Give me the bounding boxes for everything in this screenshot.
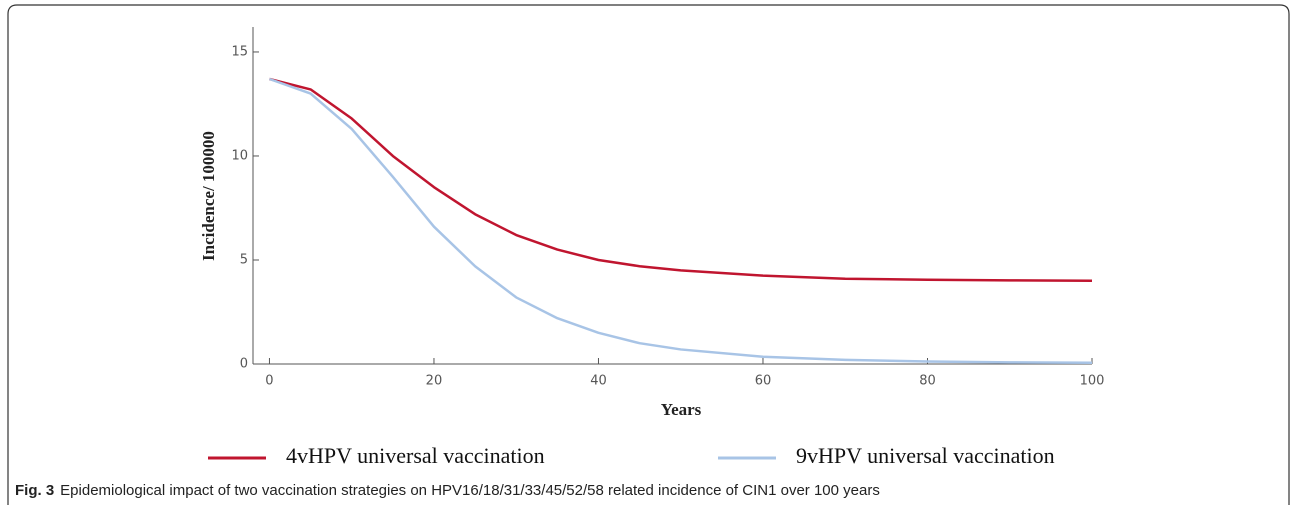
legend-label: 9vHPV universal vaccination — [796, 443, 1055, 468]
series-line — [269, 77, 1093, 365]
legend-label: 4vHPV universal vaccination — [286, 443, 545, 468]
y-tick-label: 10 — [231, 148, 248, 163]
x-axis-label: Years — [661, 400, 702, 419]
caption: Fig. 3 Epidemiological impact of two vacc… — [15, 482, 880, 499]
x-tick-label: 80 — [919, 374, 936, 389]
caption-label: Fig. 3 — [15, 482, 54, 499]
series-line — [269, 77, 1093, 283]
x-tick-label: 40 — [590, 374, 607, 389]
caption-text: Epidemiological impact of two vaccinatio… — [60, 482, 880, 499]
y-tick-label: 5 — [240, 252, 248, 267]
x-tick-label: 0 — [265, 374, 273, 389]
x-tick-label: 20 — [426, 374, 443, 389]
frame — [7, 4, 1290, 505]
y-tick-label: 15 — [231, 44, 248, 59]
y-tick-label: 0 — [240, 357, 248, 372]
y-axis-label: Incidence/ 100000 — [199, 131, 218, 261]
x-tick-label: 60 — [755, 374, 772, 389]
x-tick-label: 100 — [1080, 374, 1105, 389]
